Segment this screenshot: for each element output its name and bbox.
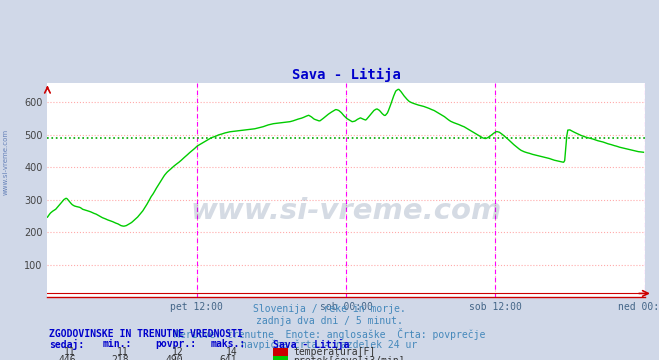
Text: 11: 11 [117,347,129,357]
Text: sedaj:: sedaj: [49,339,84,350]
Text: zadnja dva dni / 5 minut.: zadnja dva dni / 5 minut. [256,316,403,326]
Text: 11: 11 [64,347,76,357]
Title: Sava - Litija: Sava - Litija [291,67,401,82]
Text: www.si-vreme.com: www.si-vreme.com [2,129,9,195]
Text: maks.:: maks.: [211,339,246,349]
Text: www.si-vreme.com: www.si-vreme.com [190,197,501,225]
Text: Sava - Litija: Sava - Litija [273,339,350,350]
Text: navpična črta - razdelek 24 ur: navpična črta - razdelek 24 ur [241,340,418,350]
Text: 446: 446 [58,355,76,360]
Text: 641: 641 [219,355,237,360]
Bar [273,348,288,356]
Text: Meritve: trenutne  Enote: anglosaške  Črta: povprečje: Meritve: trenutne Enote: anglosaške Črta… [174,328,485,340]
Text: ZGODOVINSKE IN TRENUTNE VREDNOSTI: ZGODOVINSKE IN TRENUTNE VREDNOSTI [49,329,243,339]
Text: 218: 218 [111,355,129,360]
Text: min.:: min.: [102,339,132,349]
Text: 12: 12 [171,347,183,357]
Text: Slovenija / reke in morje.: Slovenija / reke in morje. [253,304,406,314]
Text: povpr.:: povpr.: [155,339,196,349]
Bar [273,356,288,360]
Text: 490: 490 [165,355,183,360]
Text: pretok[čevelj3/min]: pretok[čevelj3/min] [293,355,405,360]
Text: 14: 14 [225,347,237,357]
Text: temperatura[F]: temperatura[F] [293,347,376,357]
